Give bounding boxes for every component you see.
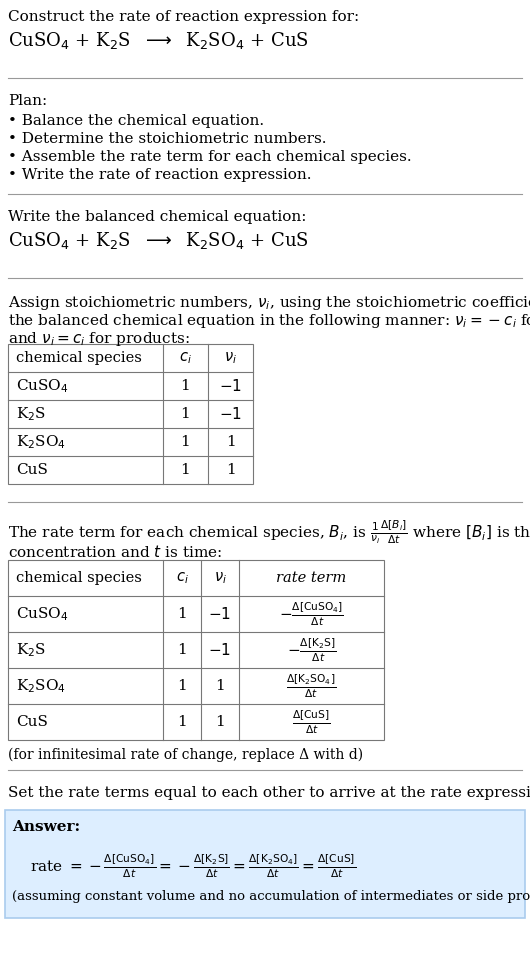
Text: $c_i$: $c_i$ bbox=[179, 350, 192, 366]
Text: 1: 1 bbox=[181, 463, 190, 477]
Text: Construct the rate of reaction expression for:: Construct the rate of reaction expressio… bbox=[8, 10, 359, 24]
Text: 1: 1 bbox=[181, 435, 190, 449]
Text: K$_2$SO$_4$: K$_2$SO$_4$ bbox=[16, 433, 66, 451]
Text: Set the rate terms equal to each other to arrive at the rate expression:: Set the rate terms equal to each other t… bbox=[8, 786, 530, 800]
Text: • Determine the stoichiometric numbers.: • Determine the stoichiometric numbers. bbox=[8, 132, 326, 146]
Text: rate term: rate term bbox=[276, 571, 347, 585]
Text: $-\frac{\Delta[\mathrm{K_2S}]}{\Delta t}$: $-\frac{\Delta[\mathrm{K_2S}]}{\Delta t}… bbox=[287, 636, 336, 664]
Text: $\nu_i$: $\nu_i$ bbox=[224, 350, 237, 366]
Text: (for infinitesimal rate of change, replace Δ with d): (for infinitesimal rate of change, repla… bbox=[8, 748, 363, 762]
Text: Answer:: Answer: bbox=[12, 820, 80, 834]
Text: CuSO$_4$ + K$_2$S  $\longrightarrow$  K$_2$SO$_4$ + CuS: CuSO$_4$ + K$_2$S $\longrightarrow$ K$_2… bbox=[8, 230, 308, 251]
Text: Write the balanced chemical equation:: Write the balanced chemical equation: bbox=[8, 210, 306, 224]
Text: 1: 1 bbox=[177, 715, 187, 729]
Text: CuSO$_4$: CuSO$_4$ bbox=[16, 377, 69, 395]
Text: • Balance the chemical equation.: • Balance the chemical equation. bbox=[8, 114, 264, 128]
Text: $c_i$: $c_i$ bbox=[175, 570, 189, 586]
Text: • Assemble the rate term for each chemical species.: • Assemble the rate term for each chemic… bbox=[8, 150, 412, 164]
Text: $-1$: $-1$ bbox=[219, 406, 242, 422]
Text: 1: 1 bbox=[177, 679, 187, 693]
Bar bbox=[8, 560, 384, 740]
Text: Plan:: Plan: bbox=[8, 94, 47, 108]
Text: 1: 1 bbox=[177, 643, 187, 657]
Text: CuS: CuS bbox=[16, 715, 48, 729]
Text: K$_2$S: K$_2$S bbox=[16, 641, 46, 659]
Text: $\nu_i$: $\nu_i$ bbox=[214, 570, 226, 586]
Text: 1: 1 bbox=[181, 379, 190, 393]
Text: rate $= -\frac{\Delta[\mathrm{CuSO_4}]}{\Delta t} = -\frac{\Delta[\mathrm{K_2S}]: rate $= -\frac{\Delta[\mathrm{CuSO_4}]}{… bbox=[30, 852, 356, 879]
Text: 1: 1 bbox=[177, 607, 187, 621]
Text: chemical species: chemical species bbox=[16, 571, 142, 585]
FancyBboxPatch shape bbox=[5, 810, 525, 918]
Text: chemical species: chemical species bbox=[16, 351, 142, 365]
Text: the balanced chemical equation in the following manner: $\nu_i = -c_i$ for react: the balanced chemical equation in the fo… bbox=[8, 312, 530, 330]
Text: concentration and $t$ is time:: concentration and $t$ is time: bbox=[8, 544, 222, 560]
Text: CuS: CuS bbox=[16, 463, 48, 477]
Text: $-\frac{\Delta[\mathrm{CuSO_4}]}{\Delta t}$: $-\frac{\Delta[\mathrm{CuSO_4}]}{\Delta … bbox=[279, 600, 344, 628]
Bar bbox=[8, 344, 253, 484]
Text: 1: 1 bbox=[226, 463, 235, 477]
Text: 1: 1 bbox=[181, 407, 190, 421]
Text: (assuming constant volume and no accumulation of intermediates or side products): (assuming constant volume and no accumul… bbox=[12, 890, 530, 903]
Text: 1: 1 bbox=[226, 435, 235, 449]
Text: Assign stoichiometric numbers, $\nu_i$, using the stoichiometric coefficients, $: Assign stoichiometric numbers, $\nu_i$, … bbox=[8, 294, 530, 312]
Text: The rate term for each chemical species, $B_i$, is $\frac{1}{\nu_i}\frac{\Delta[: The rate term for each chemical species,… bbox=[8, 518, 530, 546]
Text: $-1$: $-1$ bbox=[208, 606, 232, 622]
Text: CuSO$_4$: CuSO$_4$ bbox=[16, 605, 69, 623]
Text: 1: 1 bbox=[215, 715, 225, 729]
Text: K$_2$S: K$_2$S bbox=[16, 405, 46, 423]
Text: 1: 1 bbox=[215, 679, 225, 693]
Text: K$_2$SO$_4$: K$_2$SO$_4$ bbox=[16, 677, 66, 695]
Text: $-1$: $-1$ bbox=[219, 378, 242, 394]
Text: $-1$: $-1$ bbox=[208, 642, 232, 658]
Text: $\frac{\Delta[\mathrm{CuS}]}{\Delta t}$: $\frac{\Delta[\mathrm{CuS}]}{\Delta t}$ bbox=[292, 709, 331, 736]
Text: • Write the rate of reaction expression.: • Write the rate of reaction expression. bbox=[8, 168, 312, 182]
Text: $\frac{\Delta[\mathrm{K_2SO_4}]}{\Delta t}$: $\frac{\Delta[\mathrm{K_2SO_4}]}{\Delta … bbox=[286, 672, 337, 700]
Text: and $\nu_i = c_i$ for products:: and $\nu_i = c_i$ for products: bbox=[8, 330, 190, 348]
Text: CuSO$_4$ + K$_2$S  $\longrightarrow$  K$_2$SO$_4$ + CuS: CuSO$_4$ + K$_2$S $\longrightarrow$ K$_2… bbox=[8, 30, 308, 51]
